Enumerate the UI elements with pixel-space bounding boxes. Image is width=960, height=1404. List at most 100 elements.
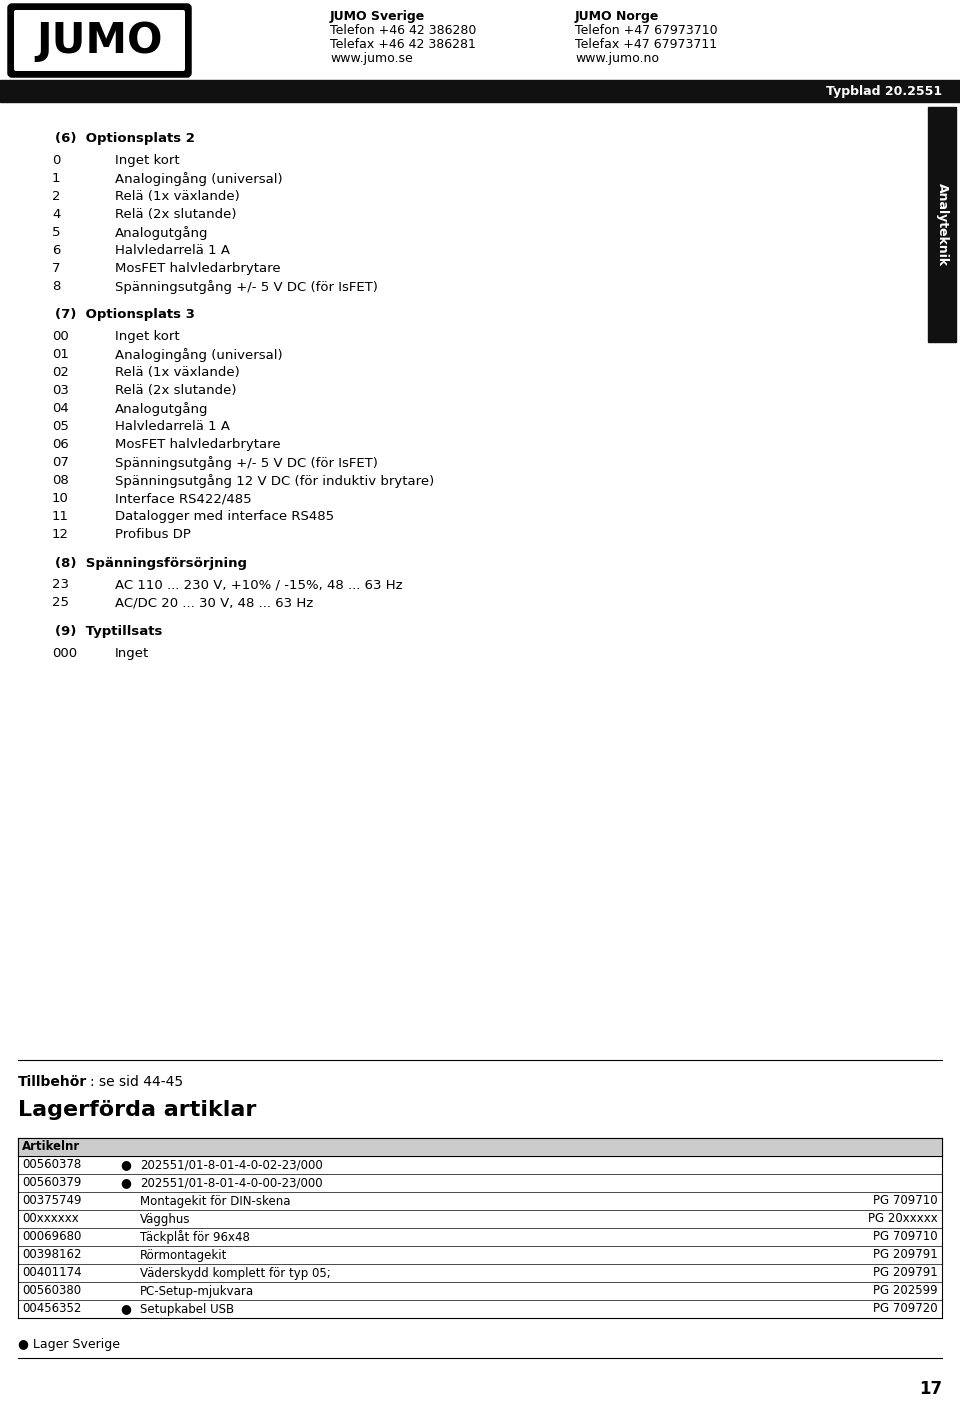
Text: Datalogger med interface RS485: Datalogger med interface RS485 — [115, 510, 334, 524]
Text: (8)  Spänningsförsörjning: (8) Spänningsförsörjning — [55, 557, 247, 570]
Text: 05: 05 — [52, 420, 69, 432]
Text: 00560380: 00560380 — [22, 1285, 82, 1297]
Bar — [18, 1282, 942, 1300]
Text: Telefax +46 42 386281: Telefax +46 42 386281 — [330, 38, 476, 51]
Text: 7: 7 — [52, 261, 60, 275]
Text: Inget kort: Inget kort — [115, 153, 180, 167]
Text: 202551/01-8-01-4-0-00-23/000: 202551/01-8-01-4-0-00-23/000 — [140, 1177, 323, 1189]
Text: Montagekit för DIN-skena: Montagekit för DIN-skena — [140, 1195, 291, 1207]
Text: PG 709710: PG 709710 — [874, 1195, 938, 1207]
FancyBboxPatch shape — [9, 6, 190, 76]
Text: 00xxxxxx: 00xxxxxx — [22, 1213, 79, 1226]
Text: MosFET halvledarbrytare: MosFET halvledarbrytare — [115, 438, 280, 451]
Text: 08: 08 — [52, 475, 69, 487]
Text: Telefon +47 67973710: Telefon +47 67973710 — [575, 24, 718, 37]
Text: 5: 5 — [52, 226, 60, 239]
Text: Artikelnr: Artikelnr — [22, 1140, 81, 1154]
Text: MosFET halvledarbrytare: MosFET halvledarbrytare — [115, 261, 280, 275]
Text: 07: 07 — [52, 456, 69, 469]
Text: 00: 00 — [52, 330, 69, 343]
Bar — [18, 1155, 942, 1174]
Text: 00375749: 00375749 — [22, 1195, 82, 1207]
Text: ● Lager Sverige: ● Lager Sverige — [18, 1338, 120, 1351]
Text: PG 20xxxxx: PG 20xxxxx — [868, 1213, 938, 1226]
Text: 00069680: 00069680 — [22, 1230, 82, 1244]
Text: 25: 25 — [52, 597, 69, 609]
Text: Spänningsutgång 12 V DC (för induktiv brytare): Spänningsutgång 12 V DC (för induktiv br… — [115, 475, 434, 489]
Text: Halvledarrelä 1 A: Halvledarrelä 1 A — [115, 244, 230, 257]
Text: Telefon +46 42 386280: Telefon +46 42 386280 — [330, 24, 476, 37]
Text: Inget: Inget — [115, 647, 149, 660]
Text: Analogutgång: Analogutgång — [115, 226, 208, 240]
Text: 11: 11 — [52, 510, 69, 524]
Text: : se sid 44-45: : se sid 44-45 — [90, 1075, 183, 1090]
Text: Spänningsutgång +/- 5 V DC (för IsFET): Spänningsutgång +/- 5 V DC (för IsFET) — [115, 279, 378, 293]
Text: Analogingång (universal): Analogingång (universal) — [115, 348, 282, 362]
Text: 17: 17 — [919, 1380, 942, 1398]
Text: 10: 10 — [52, 491, 69, 505]
Text: Profibus DP: Profibus DP — [115, 528, 191, 541]
Text: Väderskydd komplett för typ 05;: Väderskydd komplett för typ 05; — [140, 1266, 331, 1279]
Text: Typblad 20.2551: Typblad 20.2551 — [826, 86, 942, 98]
FancyBboxPatch shape — [14, 10, 185, 72]
Text: 00398162: 00398162 — [22, 1248, 82, 1262]
Text: Rörmontagekit: Rörmontagekit — [140, 1248, 228, 1262]
Text: PG 209791: PG 209791 — [874, 1248, 938, 1262]
Text: Telefax +47 67973711: Telefax +47 67973711 — [575, 38, 717, 51]
Text: PG 709710: PG 709710 — [874, 1230, 938, 1244]
Bar — [18, 1245, 942, 1264]
Bar — [0, 0, 960, 80]
Text: ●: ● — [120, 1177, 131, 1189]
Text: Analogingång (universal): Analogingång (universal) — [115, 171, 282, 185]
Text: Inget kort: Inget kort — [115, 330, 180, 343]
Text: Interface RS422/485: Interface RS422/485 — [115, 491, 252, 505]
Text: 000: 000 — [52, 647, 77, 660]
Text: 02: 02 — [52, 366, 69, 379]
Text: 00560379: 00560379 — [22, 1177, 82, 1189]
Text: JUMO Sverige: JUMO Sverige — [330, 10, 425, 22]
Text: PG 202599: PG 202599 — [874, 1285, 938, 1297]
Text: Relä (1x växlande): Relä (1x växlande) — [115, 366, 240, 379]
Text: PC-Setup-mjukvara: PC-Setup-mjukvara — [140, 1285, 254, 1297]
Bar — [18, 1192, 942, 1210]
Text: 01: 01 — [52, 348, 69, 361]
Text: Analogutgång: Analogutgång — [115, 402, 208, 416]
Text: 06: 06 — [52, 438, 69, 451]
Text: 8: 8 — [52, 279, 60, 292]
Text: PG 709720: PG 709720 — [874, 1303, 938, 1316]
Text: Spänningsutgång +/- 5 V DC (för IsFET): Spänningsutgång +/- 5 V DC (för IsFET) — [115, 456, 378, 470]
Text: ●: ● — [120, 1303, 131, 1316]
Text: 04: 04 — [52, 402, 69, 416]
Text: Analyteknik: Analyteknik — [935, 183, 948, 267]
Text: Täckplåt för 96x48: Täckplåt för 96x48 — [140, 1230, 250, 1244]
Text: 0: 0 — [52, 153, 60, 167]
Text: AC/DC 20 ... 30 V, 48 ... 63 Hz: AC/DC 20 ... 30 V, 48 ... 63 Hz — [115, 597, 313, 609]
Text: Setupkabel USB: Setupkabel USB — [140, 1303, 234, 1316]
Text: 00456352: 00456352 — [22, 1303, 82, 1316]
Text: Relä (2x slutande): Relä (2x slutande) — [115, 385, 236, 397]
Text: Relä (2x slutande): Relä (2x slutande) — [115, 208, 236, 220]
Text: Lagerförda artiklar: Lagerförda artiklar — [18, 1099, 256, 1120]
Text: 2: 2 — [52, 190, 60, 202]
Bar — [18, 1139, 942, 1155]
Text: Vägghus: Vägghus — [140, 1213, 190, 1226]
Text: 4: 4 — [52, 208, 60, 220]
Text: 12: 12 — [52, 528, 69, 541]
Bar — [18, 1174, 942, 1192]
Text: (6)  Optionsplats 2: (6) Optionsplats 2 — [55, 132, 195, 145]
Bar — [18, 1264, 942, 1282]
Bar — [18, 1300, 942, 1318]
Bar — [0, 80, 960, 102]
Text: 1: 1 — [52, 171, 60, 184]
Text: (7)  Optionsplats 3: (7) Optionsplats 3 — [55, 309, 195, 322]
Text: 6: 6 — [52, 244, 60, 257]
Bar — [928, 107, 956, 343]
Text: Tillbehör: Tillbehör — [18, 1075, 87, 1090]
Text: JUMO: JUMO — [36, 20, 163, 62]
Text: Halvledarrelä 1 A: Halvledarrelä 1 A — [115, 420, 230, 432]
Text: 202551/01-8-01-4-0-02-23/000: 202551/01-8-01-4-0-02-23/000 — [140, 1158, 323, 1171]
Text: PG 209791: PG 209791 — [874, 1266, 938, 1279]
Text: AC 110 ... 230 V, +10% / -15%, 48 ... 63 Hz: AC 110 ... 230 V, +10% / -15%, 48 ... 63… — [115, 578, 402, 591]
Text: Relä (1x växlande): Relä (1x växlande) — [115, 190, 240, 202]
Text: (9)  Typtillsats: (9) Typtillsats — [55, 625, 162, 639]
